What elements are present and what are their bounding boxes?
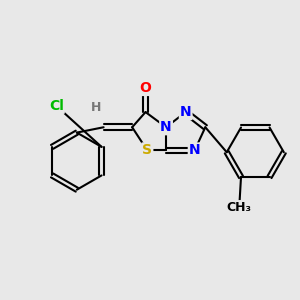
Text: O: O bbox=[140, 81, 152, 95]
Text: N: N bbox=[160, 120, 172, 134]
Text: Cl: Cl bbox=[49, 99, 64, 113]
Text: H: H bbox=[91, 101, 102, 114]
Text: N: N bbox=[189, 143, 200, 158]
Text: N: N bbox=[180, 105, 191, 119]
Text: S: S bbox=[142, 143, 152, 158]
Text: CH₃: CH₃ bbox=[227, 201, 252, 214]
